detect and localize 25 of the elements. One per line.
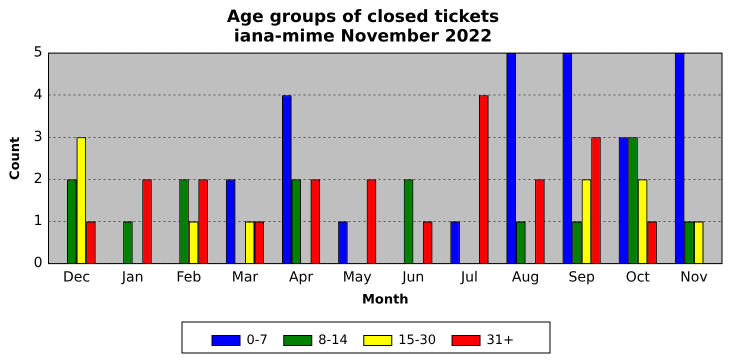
x-tick-label: Mar: [232, 270, 258, 286]
y-tick-label: 1: [34, 213, 43, 230]
x-tick-label: Apr: [288, 270, 314, 286]
x-axis-title: Month: [362, 292, 409, 308]
y-tick-label: 4: [34, 86, 43, 103]
y-tick-label: 2: [34, 171, 43, 188]
x-tick-label: Oct: [626, 270, 650, 286]
x-tick-label: Jul: [460, 270, 478, 286]
x-tick-label: Jan: [120, 270, 144, 286]
x-tick-label: Nov: [680, 270, 708, 286]
legend-label: 8-14: [318, 332, 348, 348]
y-tick-label: 3: [34, 128, 43, 145]
y-axis-title: Count: [8, 136, 24, 180]
x-tick-label: Jun: [401, 270, 424, 286]
x-tick-label: Dec: [63, 270, 90, 286]
y-tick-label: 5: [34, 44, 43, 61]
x-tick-label: Feb: [176, 270, 202, 286]
x-tick-label: May: [342, 270, 372, 286]
x-tick-label: Sep: [568, 270, 595, 286]
y-tick-label: 0: [34, 255, 43, 272]
legend-label: 31+: [486, 332, 514, 348]
legend-label: 15-30: [398, 332, 436, 348]
x-tick-label: Aug: [512, 270, 540, 286]
chart-title: Age groups of closed tickets iana-mime November 2022: [226, 7, 500, 47]
legend-label: 0-7: [246, 332, 268, 348]
